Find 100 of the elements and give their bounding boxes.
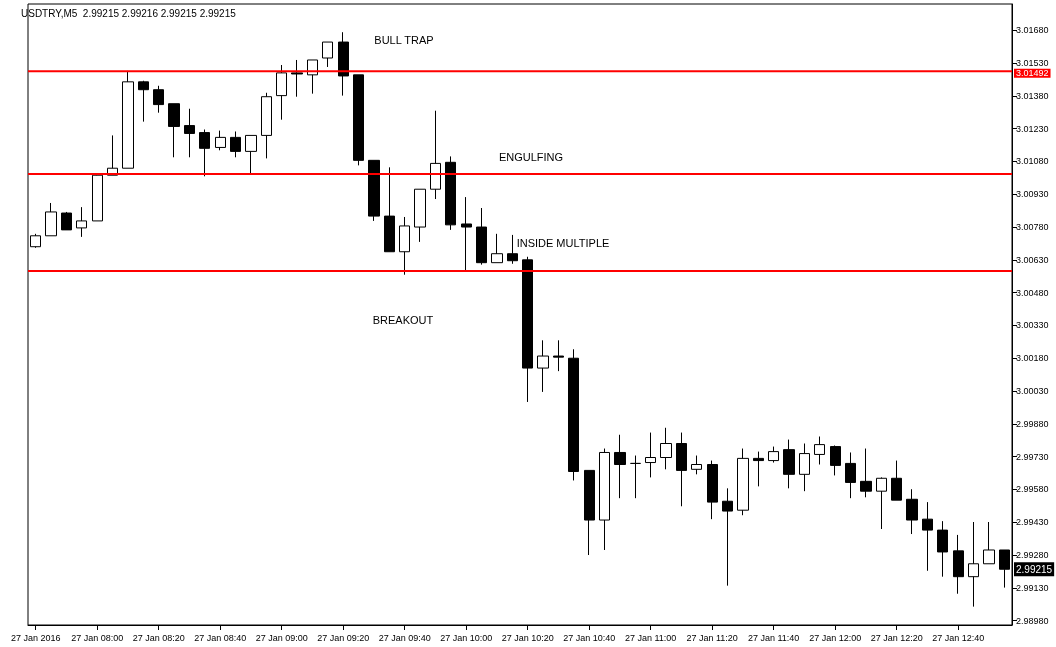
candlestick [768, 446, 779, 464]
x-tick-label: 27 Jan 11:00 [624, 632, 677, 643]
candlestick [168, 103, 180, 158]
candlestick [384, 166, 395, 253]
annotation: ENGULFING [498, 151, 564, 163]
candlestick [353, 74, 364, 166]
x-tick-label: 27 Jan 08:20 [132, 632, 185, 643]
candlestick [906, 488, 918, 535]
x-tick-label: 27 Jan 10:00 [440, 632, 493, 643]
candlestick [461, 196, 472, 272]
candlestick [368, 159, 380, 222]
x-tick-label: 27 Jan 09:40 [378, 632, 431, 643]
candlestick [61, 211, 72, 231]
x-tick-label: 27 Jan 12:20 [870, 632, 923, 643]
candlestick [537, 339, 549, 393]
candlestick [676, 432, 687, 507]
y-tick-label: 3.00930 [1016, 189, 1049, 200]
y-tick-label: 2.99880 [1016, 418, 1049, 429]
candlestick [430, 110, 441, 200]
candlestick [999, 549, 1010, 589]
candlestick [814, 436, 825, 465]
candlestick [783, 439, 795, 489]
y-tick-label: 3.01380 [1016, 90, 1049, 101]
candlestick [922, 501, 933, 572]
x-tick-label: 27 Jan 10:20 [501, 632, 554, 643]
candlestick [261, 92, 272, 159]
y-tick-label: 2.99580 [1016, 484, 1049, 495]
x-tick-label: 27 Jan 08:40 [194, 632, 247, 643]
candlestick [707, 460, 718, 520]
annotation: 2.99215 [1016, 563, 1053, 575]
candlestick [876, 476, 887, 530]
y-tick-label: 3.00480 [1016, 287, 1049, 298]
candlestick [199, 129, 210, 177]
candlestick [722, 487, 733, 587]
candlestick [399, 216, 410, 276]
y-tick-label: 3.00330 [1016, 320, 1049, 331]
annotation: BREAKOUT [372, 314, 434, 326]
y-tick-label: 3.01530 [1016, 58, 1049, 69]
y-tick-label: 2.99730 [1016, 451, 1049, 462]
x-tick-label: 27 Jan 08:00 [71, 632, 124, 643]
candlestick [507, 234, 518, 265]
x-tick-label: 27 Jan 09:00 [255, 632, 308, 643]
y-tick-label: 2.99280 [1016, 550, 1049, 561]
candlestick [45, 202, 57, 237]
candlestick [983, 521, 995, 565]
candlestick [322, 41, 333, 68]
candlestick [645, 432, 656, 478]
candlestick [860, 448, 872, 498]
candlestick [614, 434, 626, 499]
y-tick-label: 3.00630 [1016, 254, 1049, 265]
x-tick-label: 27 Jan 2016 [10, 632, 61, 643]
y-tick-label: 2.98980 [1016, 615, 1049, 626]
candlestick [753, 451, 764, 487]
x-tick-label: 27 Jan 11:40 [747, 632, 800, 643]
candlestick [845, 451, 856, 499]
candlestick [414, 188, 426, 243]
candlestick [568, 348, 579, 481]
y-tick-label: 3.01230 [1016, 123, 1049, 134]
candlestick [799, 443, 810, 492]
candlestick [660, 427, 672, 470]
y-tick-label: 2.99430 [1016, 517, 1049, 528]
y-tick-label: 3.00030 [1016, 386, 1049, 397]
candlestick [30, 233, 41, 249]
candlestick [737, 448, 749, 516]
candlestick [338, 31, 349, 97]
candlestick [245, 134, 257, 175]
candlestick [122, 70, 134, 169]
x-tick-label: 27 Jan 10:40 [563, 632, 616, 643]
candlestick [691, 455, 702, 475]
y-tick-label: 3.01680 [1016, 25, 1049, 36]
x-tick-label: 27 Jan 12:40 [932, 632, 985, 643]
candlestick [522, 256, 533, 403]
candlestick [953, 534, 964, 595]
candlestick [630, 455, 641, 499]
y-tick-label: 3.00780 [1016, 222, 1049, 233]
annotation: BULL TRAP [374, 34, 434, 46]
candlestick [891, 460, 902, 501]
x-tick-label: 27 Jan 09:20 [317, 632, 370, 643]
candlestick [138, 80, 149, 123]
candlestick [584, 469, 595, 556]
x-tick-label: 27 Jan 12:00 [809, 632, 862, 643]
candlestick [445, 155, 456, 231]
x-tick-label: 27 Jan 11:20 [686, 632, 738, 643]
candlestick [76, 206, 87, 238]
candlestick [937, 520, 948, 578]
candlestick [184, 108, 195, 158]
candlestick [215, 130, 226, 151]
candlestick [291, 59, 303, 98]
chart-title: USDTRY,M5 2.99215 2.99216 2.99215 2.99215 [21, 7, 237, 19]
candlestick [553, 339, 564, 372]
candlestick [968, 521, 979, 608]
candlestick [599, 448, 610, 551]
ref-line-label: 3.01492 [1016, 68, 1049, 79]
candlestick [476, 207, 487, 266]
y-tick-label: 3.01080 [1016, 156, 1049, 167]
candlestick [830, 444, 841, 476]
candlestick [92, 172, 103, 222]
candlestick [230, 130, 241, 158]
annotation: INSIDE MULTIPLE [516, 237, 610, 249]
y-tick-label: 3.00180 [1016, 353, 1049, 364]
